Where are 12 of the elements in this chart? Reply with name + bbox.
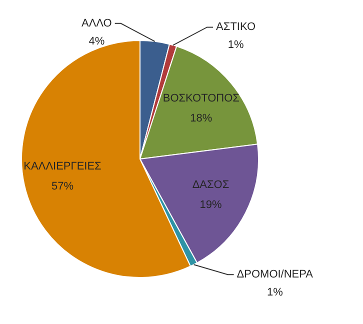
data-label: 57% bbox=[52, 180, 74, 192]
data-label: 19% bbox=[200, 199, 222, 212]
data-label: 4% bbox=[88, 35, 105, 48]
slice-label: ΔΑΣΟΣ bbox=[192, 179, 230, 192]
slice-label: ΑΛΛΟ bbox=[81, 17, 112, 30]
data-label: 1% bbox=[266, 286, 284, 299]
data-label: 1% bbox=[228, 39, 244, 52]
data-label: 18% bbox=[190, 112, 212, 124]
slice-label: ΒΟΣΚΟΤΟΠΟΣ bbox=[162, 92, 240, 104]
slice-label: ΔΡΟΜΟΙ/ΝΕΡΑ bbox=[236, 268, 314, 281]
slice-label: ΑΣΤΙΚΟ bbox=[216, 21, 256, 34]
slice-label: ΚΑΛΛΙΕΡΓΕΙΕΣ bbox=[24, 160, 102, 172]
